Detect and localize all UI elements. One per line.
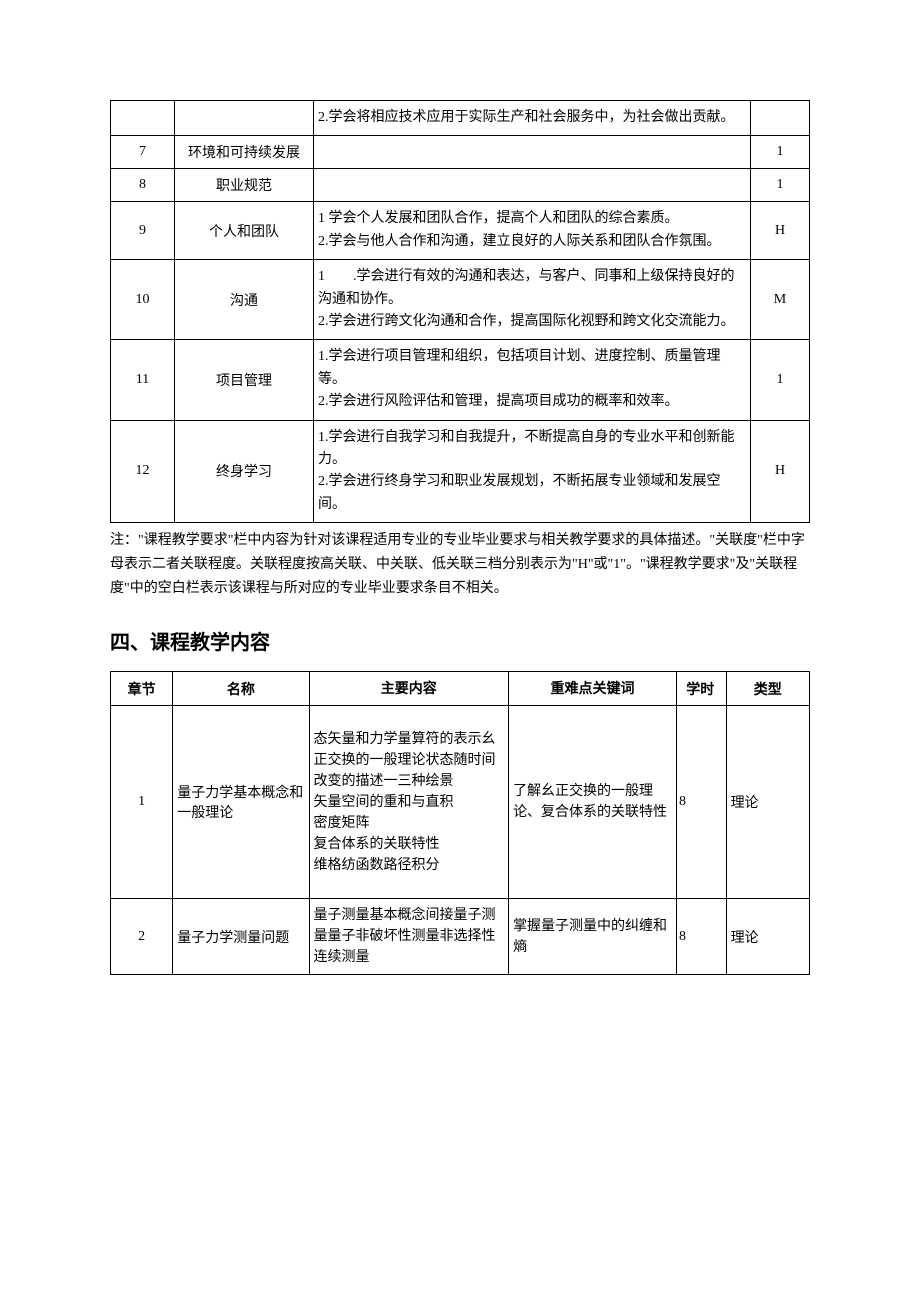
cell-content: 态矢量和力学量算符的表示幺正交换的一般理论状态随时间改变的描述一三种绘景矢量空间… [309,706,509,899]
row-content: 1 学会个人发展和团队合作，提高个人和团队的综合素质。2.学会与他人合作和沟通，… [314,202,751,260]
table-row: 2量子力学测量问题量子测量基本概念间接量子测量量子非破坏性测量非选择性连续测量掌… [111,899,810,975]
cell-content: 量子测量基本概念间接量子测量量子非破坏性测量非选择性连续测量 [309,899,509,975]
row-name: 环境和可持续发展 [175,136,314,169]
row-relation: 1 [751,340,810,420]
row-relation: H [751,202,810,260]
row-name: 职业规范 [175,169,314,202]
table-row: 1量子力学基本概念和一般理论态矢量和力学量算符的表示幺正交换的一般理论状态随时间… [111,706,810,899]
row-index: 10 [111,260,175,340]
row-relation: 1 [751,169,810,202]
row-content: 1.学会进行项目管理和组织，包括项目计划、进度控制、质量管理等。2.学会进行风险… [314,340,751,420]
row-index [111,101,175,136]
table-row: 7环境和可持续发展 1 [111,136,810,169]
table-row: 11项目管理1.学会进行项目管理和组织，包括项目计划、进度控制、质量管理等。2.… [111,340,810,420]
cell-chapter: 2 [111,899,173,975]
table-row: 10沟通1 .学会进行有效的沟通和表达，与客户、同事和上级保持良好的沟通和协作。… [111,260,810,340]
row-index: 11 [111,340,175,420]
cell-keywords: 掌握量子测量中的纠缠和熵 [509,899,677,975]
header-chapter: 章节 [111,672,173,706]
row-name: 沟通 [175,260,314,340]
row-content: 1 .学会进行有效的沟通和表达，与客户、同事和上级保持良好的沟通和协作。2.学会… [314,260,751,340]
row-name: 项目管理 [175,340,314,420]
cell-keywords: 了解幺正交换的一般理论、复合体系的关联特性 [509,706,677,899]
header-name: 名称 [173,672,309,706]
row-index: 7 [111,136,175,169]
row-relation: 1 [751,136,810,169]
table-row: 9个人和团队1 学会个人发展和团队合作，提高个人和团队的综合素质。2.学会与他人… [111,202,810,260]
content-table: 章节 名称 主要内容 重难点关键词 学时 类型 1量子力学基本概念和一般理论态矢… [110,671,810,975]
table-row: 12终身学习1.学会进行自我学习和自我提升，不断提高自身的专业水平和创新能力。2… [111,420,810,523]
row-relation [751,101,810,136]
footnote: 注："课程教学要求"栏中内容为针对该课程适用专业的专业毕业要求与相关教学要求的具… [110,529,810,600]
row-content [314,169,751,202]
section-heading: 四、课程教学内容 [110,626,810,655]
cell-name: 量子力学基本概念和一般理论 [173,706,309,899]
row-index: 12 [111,420,175,523]
table-row: 2.学会将相应技术应用于实际生产和社会服务中，为社会做出贡献。 [111,101,810,136]
content-table-header-row: 章节 名称 主要内容 重难点关键词 学时 类型 [111,672,810,706]
row-index: 8 [111,169,175,202]
row-name [175,101,314,136]
row-content: 1.学会进行自我学习和自我提升，不断提高自身的专业水平和创新能力。2.学会进行终… [314,420,751,523]
cell-chapter: 1 [111,706,173,899]
cell-name: 量子力学测量问题 [173,899,309,975]
row-index: 9 [111,202,175,260]
header-type: 类型 [726,672,809,706]
row-content: 2.学会将相应技术应用于实际生产和社会服务中，为社会做出贡献。 [314,101,751,136]
cell-type: 理论 [726,706,809,899]
requirements-table: 2.学会将相应技术应用于实际生产和社会服务中，为社会做出贡献。7环境和可持续发展… [110,100,810,523]
header-hours: 学时 [676,672,726,706]
row-name: 个人和团队 [175,202,314,260]
row-name: 终身学习 [175,420,314,523]
cell-hours: 8 [676,899,726,975]
table-row: 8职业规范 1 [111,169,810,202]
cell-hours: 8 [676,706,726,899]
cell-type: 理论 [726,899,809,975]
header-keywords: 重难点关键词 [509,672,677,706]
header-content: 主要内容 [309,672,509,706]
row-relation: M [751,260,810,340]
row-relation: H [751,420,810,523]
row-content [314,136,751,169]
